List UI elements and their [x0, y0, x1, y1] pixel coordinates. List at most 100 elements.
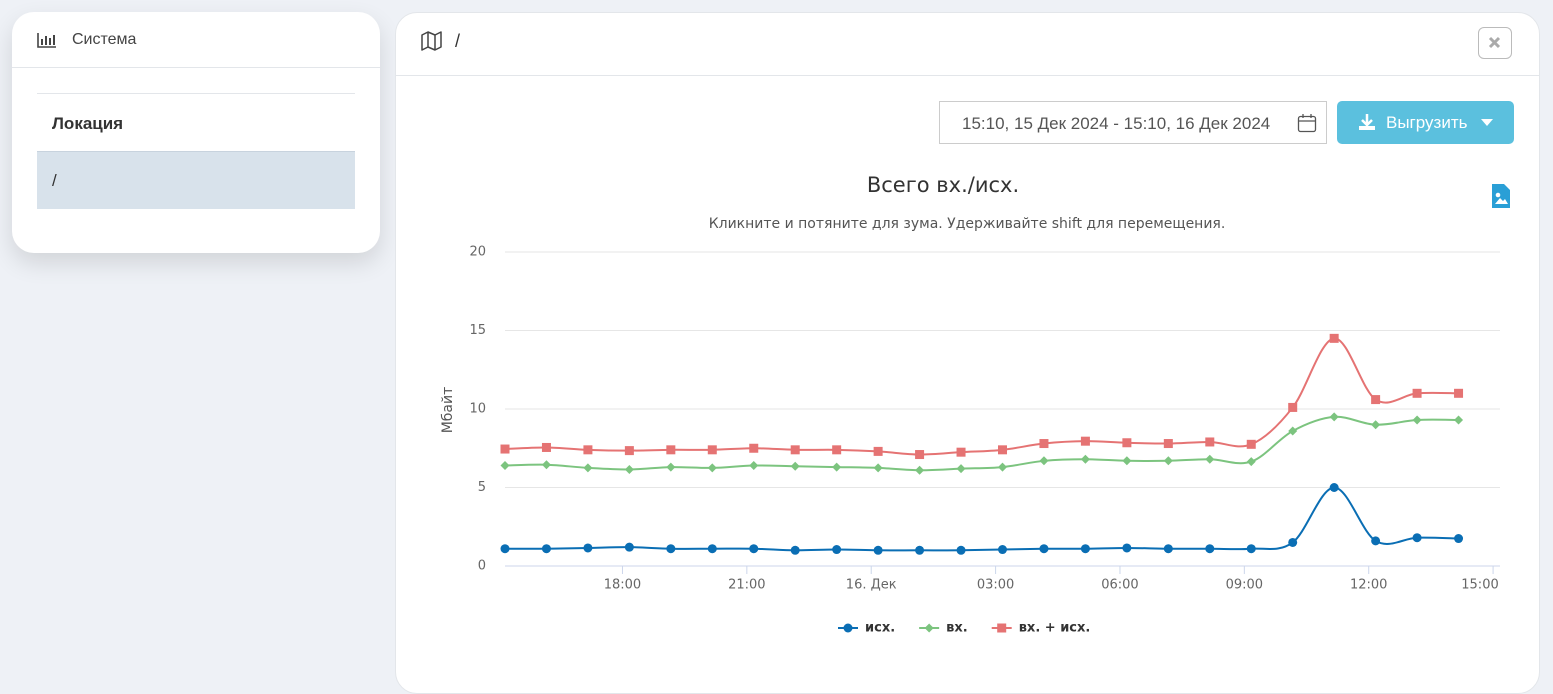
data-point	[1329, 333, 1339, 343]
data-point	[1246, 439, 1256, 449]
data-point	[998, 462, 1007, 472]
data-point	[707, 544, 717, 554]
series-line	[504, 486, 1459, 552]
x-tick-label: 16. Дек	[846, 578, 897, 593]
data-point	[832, 462, 842, 472]
data-point	[956, 464, 966, 474]
data-point	[1163, 439, 1173, 449]
sidebar: Система Локация /	[12, 12, 380, 253]
data-point	[1246, 544, 1256, 554]
y-tick-label: 15	[469, 323, 486, 338]
export-button[interactable]: Выгрузить	[1337, 101, 1514, 144]
data-point	[624, 542, 634, 552]
data-point	[915, 545, 925, 555]
page: Система Локация / / 15:10, 15 Дек 2024 -…	[12, 12, 1540, 694]
legend-label: исх.	[865, 621, 895, 636]
close-button[interactable]	[1478, 27, 1512, 59]
data-point	[998, 445, 1007, 455]
data-point	[583, 445, 593, 455]
x-tick-label: 18:00	[604, 578, 641, 593]
location-row[interactable]: /	[37, 151, 355, 209]
chart-icon	[37, 33, 56, 48]
data-point	[998, 545, 1007, 555]
legend-item[interactable]: вх. + исх.	[991, 621, 1091, 636]
data-point	[624, 446, 634, 456]
data-point	[583, 543, 593, 553]
data-point	[707, 445, 717, 455]
calendar-icon	[1297, 114, 1317, 133]
data-point	[873, 463, 883, 473]
data-point	[666, 544, 676, 554]
data-point	[1371, 536, 1381, 546]
data-point	[832, 445, 842, 455]
data-point	[583, 463, 593, 473]
data-point	[500, 544, 510, 554]
legend-marker	[843, 623, 853, 633]
data-point	[1371, 395, 1381, 405]
date-range-input[interactable]: 15:10, 15 Дек 2024 - 15:10, 16 Дек 2024	[939, 101, 1327, 144]
legend-item[interactable]: вх.	[919, 621, 968, 636]
data-point	[541, 460, 551, 470]
data-point	[1039, 439, 1049, 449]
series-line	[504, 337, 1459, 456]
data-point	[1163, 456, 1173, 466]
image-export-icon[interactable]	[1491, 183, 1511, 209]
data-point	[1122, 456, 1132, 466]
data-point	[915, 450, 925, 460]
data-point	[749, 544, 759, 554]
data-point	[1454, 388, 1464, 398]
data-point	[666, 462, 676, 472]
data-point	[1122, 438, 1132, 448]
location[interactable]: /	[52, 171, 57, 190]
data-point	[873, 545, 883, 555]
data-point	[500, 461, 510, 471]
data-point	[1039, 544, 1049, 554]
x-tick-label: 15:00	[1461, 578, 1498, 593]
table-heading: Локация	[52, 114, 124, 133]
data-point	[1371, 420, 1381, 430]
download-icon	[1359, 114, 1375, 130]
close-icon	[1488, 36, 1501, 49]
data-point	[1163, 544, 1173, 554]
data-point	[1205, 544, 1215, 554]
x-tick-label: 12:00	[1350, 578, 1387, 593]
data-point	[1288, 537, 1298, 547]
data-point	[956, 447, 966, 457]
data-point	[1122, 543, 1132, 553]
data-point	[1080, 454, 1090, 464]
data-point	[749, 461, 759, 471]
data-point	[1412, 388, 1422, 398]
y-tick-label: 20	[469, 245, 486, 260]
date-range: 15:10, 15 Дек 2024 - 15:10, 16 Дек 2024	[962, 114, 1271, 133]
data-point	[1454, 415, 1464, 425]
data-point	[500, 444, 510, 454]
data-point	[790, 461, 800, 471]
data-point	[956, 545, 966, 555]
data-point	[749, 443, 759, 453]
chart-subtitle: Кликните и потяните для зума. Удерживайт…	[709, 216, 1226, 232]
data-point	[1080, 544, 1090, 554]
data-point	[832, 545, 842, 555]
y-axis-label: Мбайт	[440, 387, 456, 434]
data-point	[1288, 426, 1298, 436]
data-point	[790, 545, 800, 555]
data-point	[1412, 415, 1422, 425]
data-point	[1246, 457, 1256, 467]
data-point	[1329, 483, 1339, 492]
map-icon	[421, 31, 442, 51]
data-point	[707, 463, 717, 473]
legend-item[interactable]: исх.	[838, 621, 895, 636]
data-point	[541, 442, 551, 452]
data-point	[1454, 534, 1464, 544]
x-tick-label: 21:00	[728, 578, 765, 593]
series-line	[504, 415, 1459, 472]
sidebar-title: Система	[72, 31, 137, 48]
data-point	[873, 446, 883, 456]
data-point	[1205, 454, 1215, 464]
x-tick-label: 03:00	[977, 578, 1014, 593]
data-point	[624, 464, 634, 474]
export-label: Выгрузить	[1386, 113, 1468, 132]
data-point	[541, 544, 551, 554]
chart-title: Всего вх./исх.	[867, 173, 1019, 197]
legend-label: вх. + исх.	[1019, 621, 1091, 636]
